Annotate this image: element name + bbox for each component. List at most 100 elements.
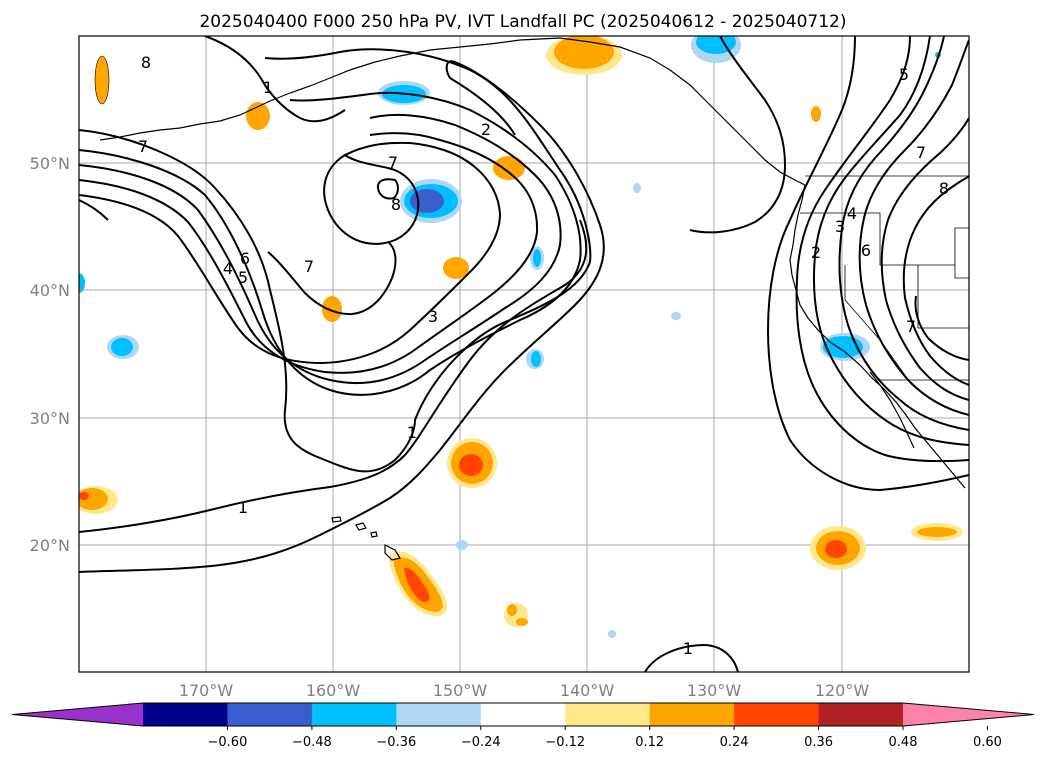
- map-panel: 8 1 7 2 7 8 7 6 4 5 3 1 1 1 5 7 3 4 2 6: [78, 35, 970, 673]
- pv-contour: [204, 36, 346, 123]
- colorbar-segment: [480, 703, 566, 726]
- colorbar-extend-low: [12, 703, 143, 726]
- contour-label: 7: [138, 137, 148, 156]
- hawaii-islands: [331, 516, 342, 523]
- neg-blob: [633, 183, 641, 193]
- colorbar-tick-label: −0.24: [461, 735, 501, 750]
- colorbar-tick-label: 0.24: [720, 735, 749, 750]
- colorbar-tick-label: 0.12: [635, 735, 664, 750]
- neg-blob: [608, 630, 616, 638]
- contour-label: 7: [304, 257, 314, 276]
- colorbar-segment: [311, 703, 397, 726]
- lon-label: 120°W: [815, 681, 870, 700]
- colorbar-tick-label: −0.12: [545, 735, 585, 750]
- colorbar-segment: [734, 703, 820, 726]
- colorbar-segment: [565, 703, 651, 726]
- lon-label: 160°W: [306, 681, 361, 700]
- neg-blob: [531, 351, 541, 367]
- pv-contour: [812, 36, 969, 446]
- pv-contour-closed: [376, 178, 399, 200]
- map-title: 2025040400 F000 250 hPa PV, IVT Landfall…: [199, 12, 846, 32]
- contour-label: 2: [481, 120, 491, 139]
- hawaii-islands: [355, 522, 367, 531]
- lon-label: 170°W: [179, 681, 234, 700]
- contour-label: 7: [906, 317, 916, 336]
- colorbar-tick-label: −0.36: [376, 735, 416, 750]
- colorbar-tick-label: −0.60: [208, 735, 248, 750]
- colorbar: −0.60 −0.48 −0.36 −0.24 −0.12 0.12 0.24 0.36 0.4…: [11, 702, 1035, 750]
- colorbar-tick-label: 0.36: [804, 735, 833, 750]
- map-background: [79, 36, 969, 672]
- neg-blob: [456, 540, 468, 550]
- pv-contour: [79, 60, 605, 573]
- pos-blob: [322, 296, 342, 322]
- contour-label: 4: [223, 259, 233, 278]
- contour-label: 1: [238, 498, 248, 517]
- neg-blob: [410, 189, 444, 213]
- pos-blob: [917, 527, 957, 537]
- pv-contour: [79, 132, 539, 374]
- contour-label: 8: [391, 195, 401, 214]
- pv-contour: [902, 175, 969, 386]
- lat-label: 30°N: [30, 409, 70, 428]
- hawaii-islands: [370, 531, 378, 538]
- colorbar-segment: [396, 703, 482, 726]
- baja-peninsula: [869, 371, 915, 449]
- colorbar-segment: [143, 703, 228, 726]
- contour-label: 4: [847, 204, 857, 223]
- pv-contour-labels: 8 1 7 2 7 8 7 6 4 5 3 1 1 1 5 7 3 4 2 6: [138, 53, 949, 658]
- contour-label: 7: [916, 143, 926, 162]
- contour-label: 7: [388, 153, 398, 172]
- contour-label: 1: [263, 78, 273, 97]
- colorbar-tick-label: 0.48: [889, 735, 918, 750]
- neg-blob: [823, 336, 863, 358]
- pos-blob: [79, 492, 89, 500]
- pos-blob: [443, 257, 469, 279]
- pv-contour: [858, 39, 969, 416]
- state-borders: [800, 212, 969, 386]
- pv-contour: [880, 117, 969, 401]
- pos-blob: [404, 567, 430, 602]
- colorbar-tick-label: −0.48: [292, 735, 332, 750]
- pv-contour: [267, 241, 397, 316]
- pv-contour: [838, 36, 969, 431]
- lon-label: 140°W: [560, 681, 615, 700]
- pv-contour: [766, 36, 969, 492]
- pos-blob: [554, 36, 614, 69]
- colorbar-tick-label: 0.60: [973, 735, 1002, 750]
- colorbar-segment: [818, 703, 904, 726]
- pos-blob: [516, 618, 528, 626]
- pv-contour: [689, 36, 787, 234]
- contour-label: 1: [683, 639, 693, 658]
- gulf-of-alaska-coast: [559, 37, 806, 186]
- colorbar-segment: [227, 703, 313, 726]
- pv-contours: [79, 36, 969, 672]
- pv-contour: [914, 295, 969, 361]
- pos-blob: [811, 106, 821, 122]
- pv-contour-closed: [323, 153, 420, 245]
- pv-contour: [644, 643, 739, 672]
- contour-label: 5: [899, 65, 909, 84]
- neg-blob: [696, 36, 736, 54]
- pv-contour: [79, 199, 109, 221]
- neg-blob: [533, 249, 541, 267]
- contour-label: 5: [238, 268, 248, 287]
- contour-label: 3: [835, 217, 845, 236]
- lon-labels: 170°W 160°W 150°W 140°W 130°W 120°W: [179, 681, 870, 700]
- pv-contour: [79, 113, 562, 385]
- ivt-shading: [79, 36, 963, 638]
- colorbar-outline: [11, 702, 1035, 727]
- aleutian-coast: [99, 37, 561, 141]
- contour-label: 8: [939, 179, 949, 198]
- lon-label: 150°W: [433, 681, 488, 700]
- lat-label: 20°N: [30, 536, 70, 555]
- map-frame: [78, 35, 970, 673]
- contour-label: 6: [861, 241, 871, 260]
- hawaii-big-island: [384, 544, 401, 561]
- lat-label: 40°N: [30, 281, 70, 300]
- west-coast: [789, 184, 966, 489]
- coastlines: [99, 37, 969, 561]
- neg-blob: [671, 312, 681, 320]
- lat-label: 50°N: [30, 154, 70, 173]
